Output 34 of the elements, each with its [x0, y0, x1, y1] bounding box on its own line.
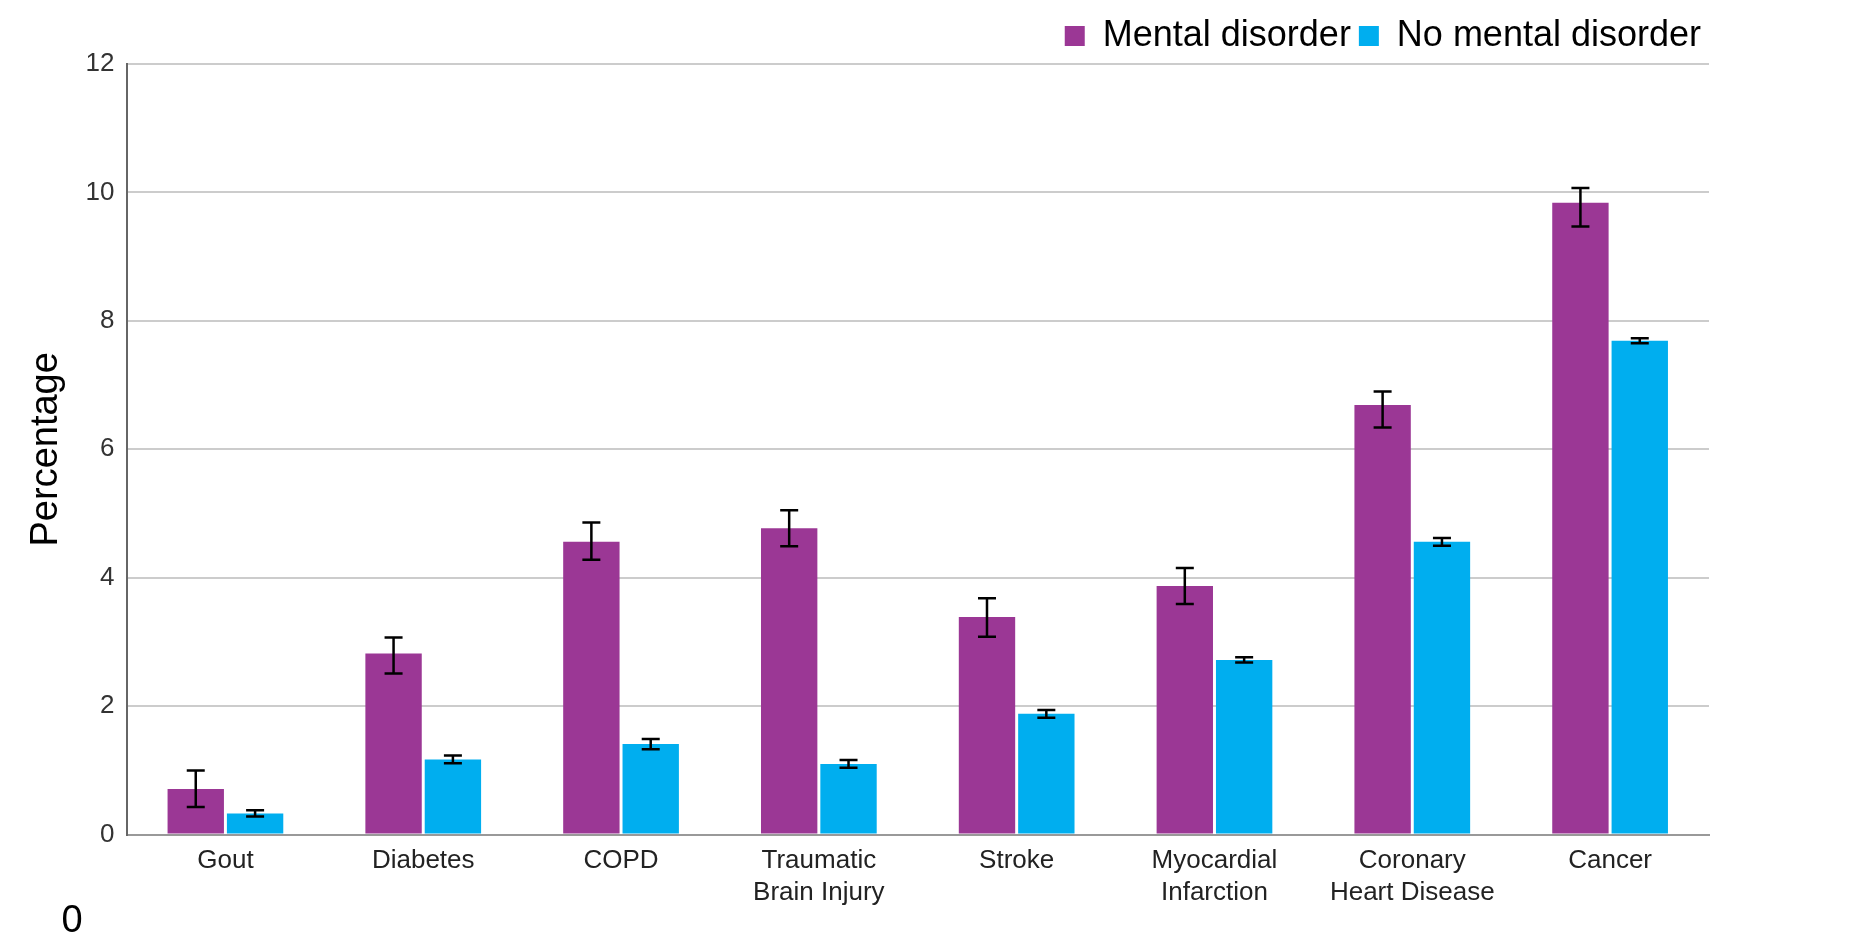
legend-label: No mental disorder: [1396, 12, 1702, 54]
bar: [820, 763, 877, 834]
y-tick-label: 0: [100, 817, 115, 848]
bar: [761, 528, 818, 834]
bar: [563, 541, 620, 834]
y-tick-label: 2: [100, 689, 115, 720]
bar: [622, 744, 679, 834]
x-tick-label: Myocardial Infarction: [1151, 844, 1278, 906]
x-tick-label: Gout: [197, 844, 255, 875]
bar: [1552, 202, 1609, 834]
y-tick-label: 8: [100, 304, 115, 335]
bar: [1018, 713, 1075, 834]
x-tick-label: Stroke: [979, 844, 1055, 875]
x-tick-label: Coronary Heart Disease: [1329, 844, 1495, 906]
y-tick-label: 4: [100, 560, 115, 591]
bar: [167, 789, 224, 834]
bar: [1354, 404, 1411, 834]
bar: [1215, 659, 1273, 834]
bar: [1611, 340, 1668, 834]
x-tick-label: Cancer: [1568, 844, 1653, 875]
bar: [365, 653, 422, 834]
bar: [1156, 586, 1213, 834]
y-tick-label: 12: [85, 47, 115, 78]
y-tick-label: 6: [100, 432, 115, 463]
y-tick-label: 10: [85, 175, 115, 206]
bar: [226, 813, 284, 834]
legend-label: Mental disorder: [1102, 12, 1351, 54]
y-axis-title: Percentage: [23, 352, 66, 547]
bar: [1413, 541, 1471, 834]
x-tick-label: Traumatic Brain Injury: [753, 844, 885, 906]
bar: [424, 759, 482, 834]
bar: [958, 616, 1016, 834]
x-tick-label: COPD: [583, 844, 659, 875]
x-tick-label: Diabetes: [371, 844, 475, 875]
